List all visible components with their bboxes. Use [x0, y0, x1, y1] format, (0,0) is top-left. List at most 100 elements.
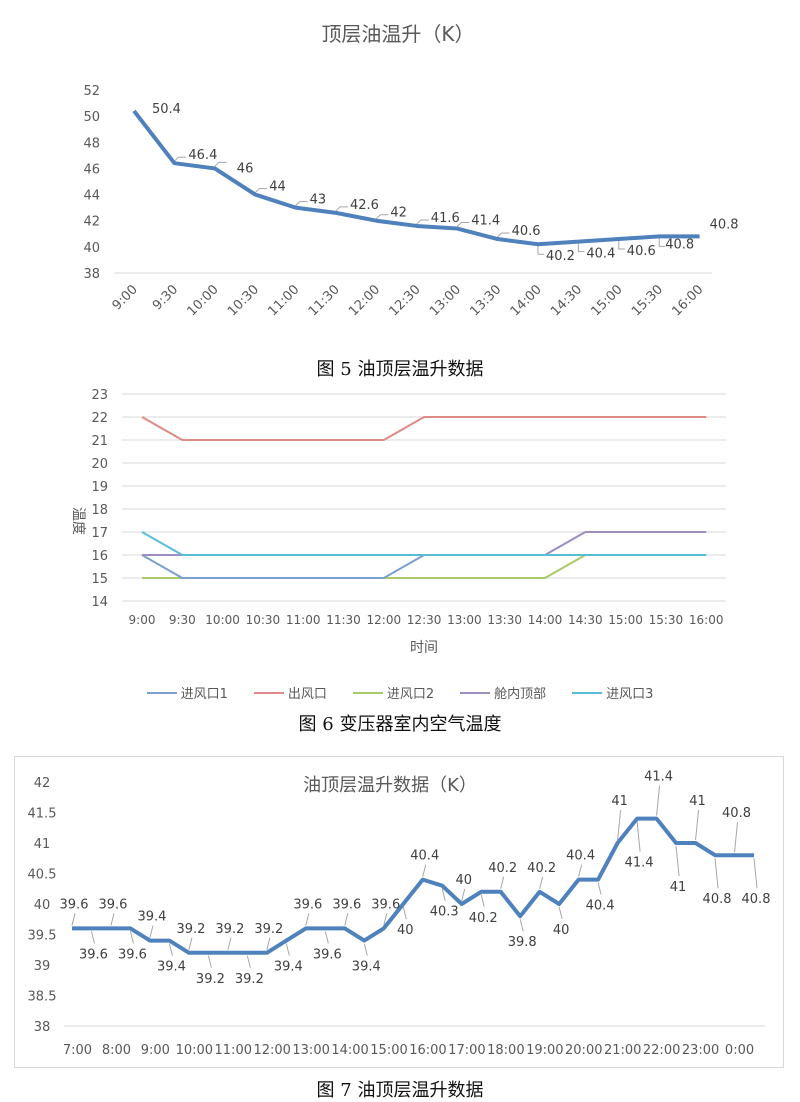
leader-line	[441, 888, 446, 901]
x-tick-label: 9:00	[141, 1043, 170, 1058]
y-tick-label: 16	[91, 549, 108, 564]
x-tick-label: 17:00	[448, 1043, 485, 1058]
series-line	[72, 816, 754, 955]
data-label: 39.8	[508, 935, 537, 950]
data-label: 39.6	[98, 897, 127, 912]
data-label: 41	[689, 794, 706, 809]
leader-line	[597, 882, 602, 895]
y-tick-label: 19	[91, 480, 108, 495]
leader-line	[695, 809, 700, 841]
data-label: 44	[269, 180, 286, 195]
data-label: 41.4	[644, 770, 673, 785]
series-line-1	[141, 554, 707, 579]
legend-label: 舱内顶部	[494, 687, 547, 702]
x-tick-label: 15:30	[649, 613, 684, 627]
y-tick-label: 40.5	[28, 868, 57, 883]
x-tick-label: 13:00	[427, 282, 464, 319]
leader-line	[558, 906, 563, 920]
data-label: 39.2	[215, 922, 244, 937]
series-line-5	[141, 531, 707, 556]
data-label: 39.6	[293, 897, 322, 912]
leader-line	[305, 913, 310, 926]
x-tick-label: 13:30	[467, 282, 504, 319]
leader-line	[91, 931, 95, 944]
figure-caption: 图 7 油顶层温升数据	[316, 1080, 484, 1101]
data-label: 40.4	[586, 247, 615, 262]
data-label: 39.6	[60, 897, 89, 912]
leader-line	[174, 156, 187, 162]
x-tick-label: 13:00	[447, 613, 482, 627]
x-tick-label: 21:00	[604, 1043, 641, 1058]
x-tick-label: 11:00	[215, 1043, 252, 1058]
data-label: 39.6	[79, 947, 108, 962]
x-tick-label: 14:00	[331, 1043, 368, 1058]
y-tick-label: 18	[91, 503, 108, 518]
x-tick-label: 15:00	[608, 613, 643, 627]
leader-line	[675, 845, 680, 877]
x-tick-label: 15:00	[589, 282, 626, 319]
leader-line	[227, 937, 232, 950]
data-label: 39.2	[176, 922, 205, 937]
x-axis-label: 时间	[410, 640, 438, 656]
leader-line	[578, 864, 583, 877]
y-tick-label: 52	[83, 84, 100, 99]
data-label: 46	[237, 161, 254, 176]
y-tick-label: 39.5	[28, 929, 57, 944]
leader-line	[324, 931, 329, 944]
chart-oil-top-layer-temperature-rise-data: 油顶层温升数据（K） 38 38.5 39 39.5 40 40.5 41 41.5 42 7:…	[28, 770, 771, 1058]
data-label: 40.4	[586, 899, 615, 914]
leader-line	[129, 931, 134, 944]
y-tick-label: 20	[91, 457, 108, 472]
data-label: 40.8	[665, 237, 694, 252]
leader-line	[266, 937, 271, 950]
data-label: 40.4	[566, 849, 595, 864]
leader-line	[539, 876, 544, 889]
series-line-4	[142, 531, 707, 556]
chart-title: 油顶层温升数据（K）	[303, 775, 477, 796]
leader-line	[402, 906, 407, 920]
x-tick-label: 23:00	[682, 1043, 719, 1058]
legend-item: 进风口3	[572, 683, 653, 702]
data-label: 39.6	[332, 897, 361, 912]
data-label: 42	[390, 206, 407, 221]
y-axis-label: 温度	[70, 507, 86, 535]
legend-swatch	[352, 691, 383, 694]
legend-label: 进风口1	[180, 687, 228, 702]
x-tick-label: 18:00	[487, 1043, 524, 1058]
data-label: 46.4	[188, 148, 217, 163]
leader-line	[207, 955, 212, 968]
x-tick-label: 15:30	[629, 282, 666, 319]
legend-item: 进风口2	[352, 683, 435, 702]
data-label: 41	[611, 794, 628, 809]
legend-label: 进风口2	[386, 687, 435, 702]
leader-line	[537, 246, 544, 255]
data-label: 42.6	[350, 198, 379, 213]
leader-line	[658, 238, 666, 247]
x-tick-label: 12:00	[253, 1043, 290, 1058]
data-label: 40.4	[410, 849, 439, 864]
leader-line	[295, 201, 308, 206]
data-label: 40.8	[722, 806, 751, 821]
x-tick-label: 7:00	[63, 1043, 92, 1058]
data-label: 40.2	[469, 911, 498, 926]
y-tick-label: 41.5	[28, 807, 57, 822]
data-label: 43	[310, 193, 327, 208]
chart-transformer-room-air-temperature: 14 15 16 17 18 19 20 21 22 23 9:00 9:30 10:00 10:30 1…	[70, 388, 726, 656]
leader-line	[149, 925, 154, 938]
x-tick-label: 15:00	[370, 1043, 407, 1058]
data-label: 39.4	[157, 960, 186, 975]
y-tick-label: 48	[83, 136, 100, 151]
data-label: 40	[397, 923, 414, 938]
x-tick-label: 10:00	[205, 613, 240, 627]
data-label: 39.2	[254, 922, 283, 937]
x-tick-label: 9:00	[129, 613, 156, 627]
legend-swatch	[146, 691, 177, 694]
x-tick-label: 14:30	[548, 282, 585, 319]
leader-line	[456, 222, 470, 227]
leader-line	[656, 785, 661, 816]
y-tick-label: 38	[83, 267, 100, 282]
data-label: 41.6	[431, 211, 460, 226]
y-tick-label: 21	[91, 434, 108, 449]
x-tick-label: 16:00	[409, 1043, 446, 1058]
